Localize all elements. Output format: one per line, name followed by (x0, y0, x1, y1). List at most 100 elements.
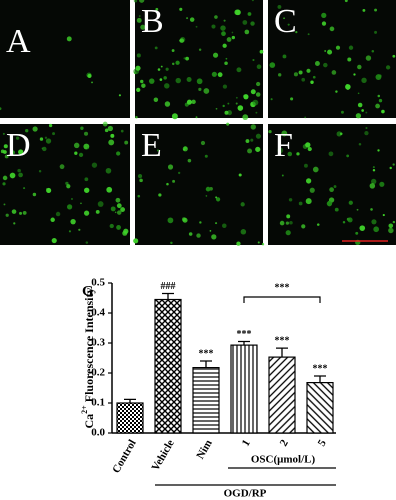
cell (84, 187, 90, 193)
cell (87, 147, 89, 150)
cell (370, 208, 373, 211)
cell (140, 24, 146, 30)
cell (392, 54, 396, 58)
cell (268, 129, 272, 134)
cell (97, 201, 104, 207)
cell (164, 83, 170, 89)
cell (375, 74, 382, 80)
cell (236, 67, 242, 73)
cell (205, 195, 208, 197)
cell (277, 147, 284, 154)
error-bar (314, 375, 326, 383)
cell (157, 68, 161, 71)
x-tick-label: Control (110, 438, 139, 476)
cell (175, 77, 181, 84)
cell (4, 154, 9, 159)
cell (172, 62, 175, 66)
cell (314, 61, 320, 66)
cell (188, 232, 193, 236)
bracket (243, 296, 321, 303)
cell (23, 187, 26, 190)
error-bar (162, 292, 174, 300)
y-axis-label-part: Fluorescence Intensity (82, 288, 96, 406)
cell (110, 206, 116, 212)
cell (83, 210, 90, 216)
cell (303, 163, 308, 168)
cell (136, 87, 141, 93)
cell (381, 109, 385, 114)
cell (255, 111, 258, 114)
cell (357, 102, 363, 108)
cell (136, 17, 142, 23)
cell (385, 65, 391, 70)
bar (154, 298, 182, 434)
significance: *** (199, 348, 214, 359)
cell (250, 138, 254, 142)
bar (268, 356, 296, 434)
cell (357, 92, 360, 95)
cell (255, 133, 261, 139)
cell (179, 7, 183, 11)
cell (196, 78, 203, 85)
cell (369, 183, 376, 189)
cell (18, 149, 24, 155)
cell (259, 49, 264, 54)
cell (388, 223, 394, 229)
cell (3, 144, 8, 149)
cell (355, 113, 362, 119)
cell (226, 122, 230, 126)
cell (189, 17, 195, 22)
cell (109, 223, 114, 229)
cell (287, 23, 290, 26)
cell (66, 204, 73, 210)
cell (365, 55, 372, 61)
cell (312, 75, 316, 79)
cell (286, 214, 291, 219)
cell (2, 150, 7, 154)
cell (11, 209, 17, 214)
cell (277, 4, 282, 9)
cell (347, 57, 352, 62)
cell (293, 72, 298, 77)
cell (166, 182, 169, 186)
cell (55, 211, 61, 217)
cell (74, 151, 78, 155)
cell (365, 127, 368, 130)
cell (15, 136, 20, 140)
cell (106, 186, 113, 193)
cell (135, 65, 141, 71)
cell (2, 182, 6, 186)
group-label: OGD/RP (224, 488, 267, 500)
cell (153, 97, 159, 102)
cell (339, 132, 343, 136)
cell (156, 149, 160, 152)
cell (182, 146, 188, 152)
cell (334, 207, 339, 212)
cell (261, 243, 265, 246)
cell (247, 148, 253, 154)
cell (211, 71, 217, 77)
cell (164, 101, 171, 107)
panel (268, 0, 396, 118)
cell (321, 12, 327, 18)
cell (379, 181, 385, 187)
cell (78, 228, 81, 231)
cell (375, 103, 380, 109)
cell (221, 31, 226, 37)
cell (348, 45, 354, 50)
cell (120, 129, 124, 133)
cell (377, 94, 381, 98)
cell (222, 223, 227, 228)
cell (305, 142, 311, 148)
cell (73, 142, 80, 149)
cell (371, 50, 375, 53)
cell (118, 94, 121, 97)
x-tick-label: 1 (240, 438, 253, 449)
cell (185, 56, 189, 61)
x-tick-label: Vehicle (149, 438, 176, 473)
cell (250, 21, 255, 26)
cell (224, 110, 229, 115)
cell (124, 140, 129, 145)
cell (235, 102, 238, 105)
cell (45, 138, 52, 144)
